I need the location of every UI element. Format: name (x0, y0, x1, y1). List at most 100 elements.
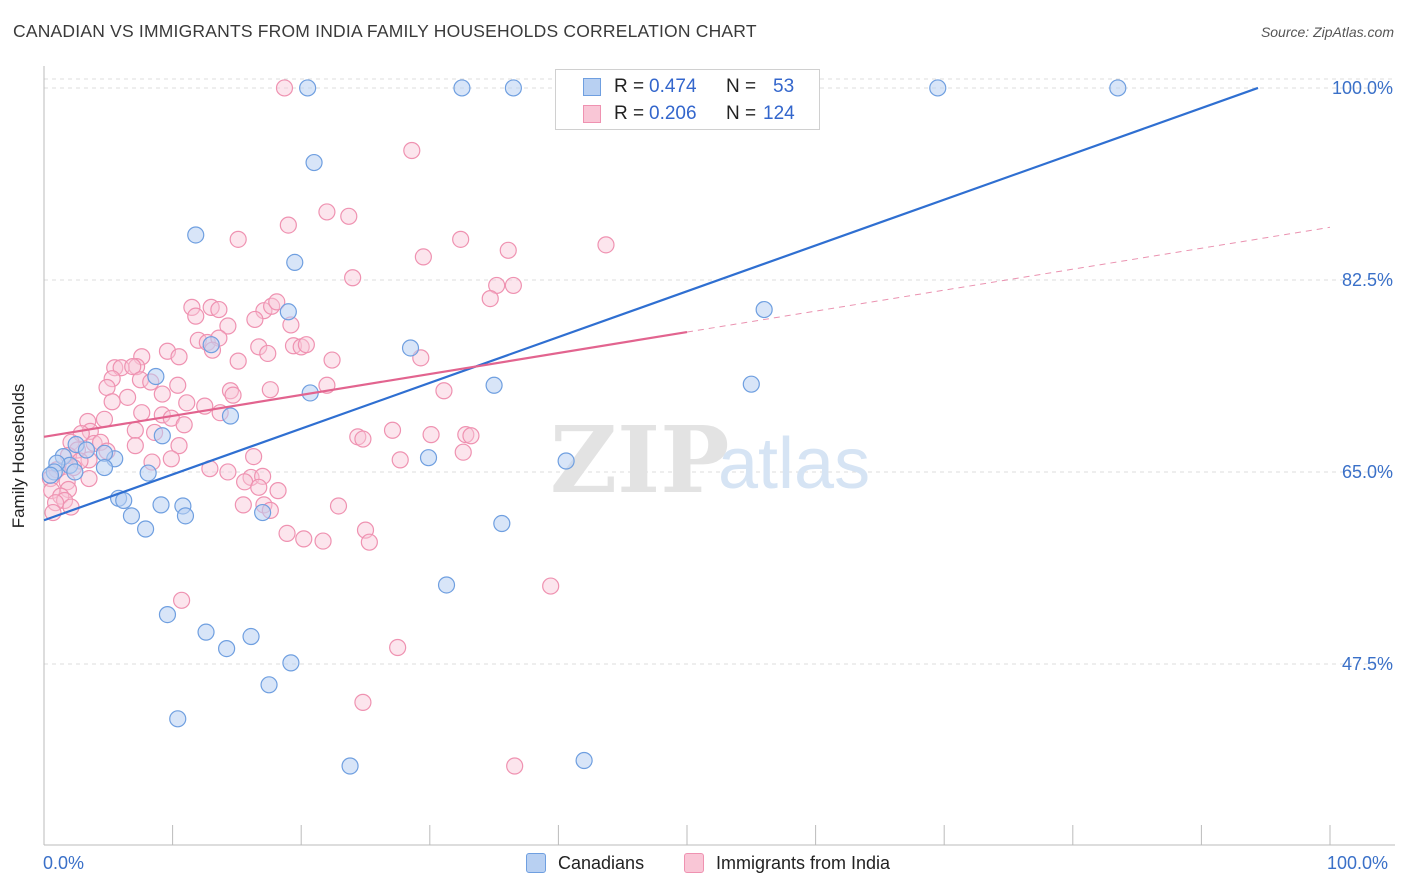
y-tick-label: 100.0% (1332, 78, 1393, 98)
india-point (234, 496, 252, 514)
canadians-point (742, 375, 760, 393)
legend-r-value: 0.474 (649, 76, 697, 97)
india-point (229, 352, 247, 370)
canadians-point (218, 640, 236, 658)
india-point (80, 469, 98, 488)
india-point (323, 351, 341, 369)
chart-source: Source: ZipAtlas.com (1260, 24, 1394, 40)
india-point (229, 230, 247, 248)
india-point (126, 437, 144, 455)
india-point (106, 359, 124, 377)
india-point (124, 358, 142, 376)
india-point (354, 430, 372, 448)
india-point (126, 421, 144, 439)
canadians-point (77, 441, 96, 459)
canadians-point (242, 627, 260, 646)
canadians-point (169, 710, 187, 728)
india-point (250, 478, 268, 496)
trend-lines (43, 86, 1331, 522)
india-point (170, 437, 188, 455)
india-point (162, 450, 180, 468)
watermark-atlas: atlas (718, 424, 870, 504)
canadians-point (557, 452, 575, 470)
india-point (153, 385, 171, 403)
canadians-point (158, 605, 177, 624)
grid-lines (44, 78, 1395, 665)
canadians-point (282, 654, 300, 672)
india-point (329, 497, 348, 515)
canadians-point (187, 226, 205, 244)
canadians-point (66, 463, 84, 481)
canadians-point (493, 514, 511, 533)
y-tick-label: 47.5% (1342, 654, 1393, 674)
india-point (297, 336, 315, 354)
india-point (261, 381, 279, 399)
legend-r-value: 0.206 (649, 103, 697, 124)
canadians-point (41, 466, 60, 484)
india-point (414, 248, 432, 266)
canadians-point (299, 79, 317, 97)
watermark: ZIP atlas (550, 406, 870, 514)
canadians-point (279, 303, 297, 321)
india-point (391, 451, 409, 469)
canadians-point (136, 520, 155, 538)
canadians-point (95, 444, 114, 462)
india-point (279, 216, 297, 234)
india-point (462, 427, 480, 445)
canadians-point (221, 407, 240, 425)
canadians-point (485, 376, 503, 394)
x-axis-min-label: 0.0% (43, 853, 85, 873)
y-tick-label: 65.0% (1342, 462, 1393, 482)
watermark-zip: ZIP (550, 406, 729, 514)
x-axis-max-label: 100.0% (1327, 853, 1389, 873)
canadians-point (197, 623, 215, 641)
canadians-point (147, 367, 165, 386)
india-point (403, 141, 421, 160)
canadians-point (152, 496, 170, 514)
canadians-trend-line (43, 86, 1259, 522)
india-point (246, 310, 264, 329)
chart-title: CANADIAN VS IMMIGRANTS FROM INDIA FAMILY… (13, 21, 757, 41)
india-swatch (583, 105, 601, 123)
india-trend-extension (686, 226, 1331, 333)
india-point (175, 416, 193, 434)
india-point (103, 393, 121, 411)
india-point (354, 693, 372, 711)
india-point (210, 300, 228, 319)
india-point (597, 236, 615, 254)
india-point (504, 276, 522, 295)
india-point (452, 230, 470, 248)
india-point (506, 757, 524, 775)
legend-n-value: 124 (763, 103, 795, 124)
india-point (457, 426, 475, 444)
correlation-legend: R = 0.474 N = 53 R = 0.206 N = 124 (555, 69, 820, 130)
y-tick-labels: 47.5% 65.0% 82.5% 100.0% (1332, 78, 1393, 674)
legend-n-value: 53 (773, 76, 795, 97)
india-point (259, 344, 277, 363)
india-point (187, 307, 205, 325)
legend-row-india: R = 0.206 N = 124 (556, 101, 819, 127)
legend-n-label: N = (726, 103, 757, 124)
canadians-point (401, 339, 420, 357)
y-tick-label: 82.5% (1342, 270, 1393, 290)
india-point (183, 298, 201, 316)
canadians-point (286, 253, 304, 271)
india-point (254, 467, 272, 485)
india-point (481, 290, 499, 308)
canadians-point (95, 458, 114, 477)
canadians-point (419, 449, 438, 467)
india-point (178, 394, 196, 412)
india-point (275, 79, 294, 97)
canadians-point (176, 507, 195, 525)
legend-row-canadians: R = 0.474 N = 53 (556, 74, 819, 100)
canadians-point (453, 79, 471, 97)
india-point (46, 494, 65, 512)
legend-r-label: R = (614, 76, 645, 97)
india-point (98, 378, 116, 397)
canadians-point (260, 676, 278, 694)
legend-n-label: N = (726, 76, 757, 97)
india-point (250, 338, 268, 356)
india-point (219, 317, 237, 335)
india-point (219, 463, 237, 481)
